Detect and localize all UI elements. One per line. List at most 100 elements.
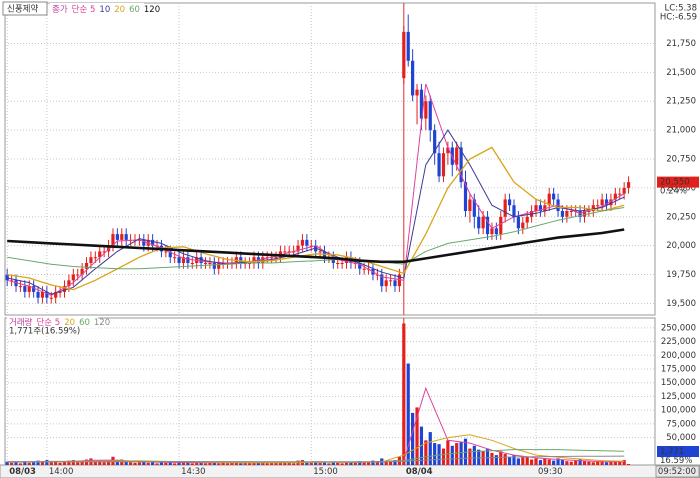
volume-info: 1,771주(16.59%) bbox=[9, 327, 80, 337]
candle-body bbox=[93, 257, 97, 259]
y-tick-label: 21,000 bbox=[666, 126, 696, 136]
volume-bar bbox=[208, 462, 212, 465]
volume-bar bbox=[309, 462, 313, 465]
candle-body bbox=[212, 263, 216, 269]
volume-bar bbox=[93, 461, 97, 465]
volume-bar bbox=[543, 458, 547, 465]
volume-bar bbox=[186, 462, 190, 465]
candle-body bbox=[380, 274, 384, 287]
volume-bar bbox=[212, 461, 216, 465]
candle-body bbox=[622, 187, 626, 194]
volume-bar bbox=[62, 461, 67, 465]
x-tick-label: 08/04 bbox=[406, 467, 433, 477]
volume-bar bbox=[252, 462, 256, 465]
candle-body bbox=[565, 211, 569, 217]
candle-body bbox=[23, 286, 27, 292]
candle-body bbox=[600, 199, 604, 206]
candle-body bbox=[485, 216, 490, 235]
candle-body bbox=[512, 205, 516, 217]
volume-bar bbox=[388, 461, 393, 465]
candle-body bbox=[318, 251, 322, 253]
legend-entry: 120 bbox=[94, 318, 110, 328]
volume-bar bbox=[181, 462, 186, 465]
candle-body bbox=[239, 257, 243, 263]
candle-body bbox=[102, 251, 106, 253]
volume-bar bbox=[32, 462, 36, 465]
y-tick-label: 21,500 bbox=[666, 68, 696, 78]
y-tick-label: 21,250 bbox=[666, 97, 696, 107]
volume-tick-label: 200,000 bbox=[661, 351, 696, 361]
volume-bar bbox=[530, 459, 534, 465]
volume-bar bbox=[565, 461, 569, 465]
volume-bar bbox=[609, 461, 613, 465]
chart-title: 신풍제약 bbox=[7, 4, 38, 15]
volume-bar bbox=[393, 460, 397, 465]
hc-label: HC:-6.59 bbox=[660, 13, 697, 23]
volume-bar bbox=[485, 448, 490, 465]
volume-bar bbox=[596, 461, 600, 465]
volume-bar bbox=[14, 462, 18, 465]
volume-bar bbox=[115, 460, 119, 465]
candle-body bbox=[89, 257, 93, 263]
volume-bar bbox=[406, 363, 410, 465]
volume-bar bbox=[45, 460, 49, 465]
volume-bar bbox=[305, 462, 309, 465]
candle-body bbox=[314, 245, 318, 252]
volume-bar bbox=[552, 460, 556, 465]
legend-entry: 단순 5 bbox=[36, 317, 60, 328]
candle-body bbox=[67, 280, 71, 287]
legend-entry: 10 bbox=[99, 5, 110, 15]
candle-body bbox=[424, 101, 428, 119]
volume-bar bbox=[574, 460, 578, 465]
candle-body bbox=[111, 234, 115, 246]
candle-body bbox=[217, 263, 221, 269]
volume-bar bbox=[490, 452, 494, 465]
candle-body bbox=[5, 274, 9, 281]
candle-body bbox=[388, 280, 393, 282]
volume-bar bbox=[217, 463, 221, 465]
volume-bar bbox=[168, 462, 172, 465]
volume-bar bbox=[622, 460, 626, 465]
candle-body bbox=[14, 280, 18, 287]
candle-body bbox=[270, 257, 274, 259]
y-tick-label: 21,750 bbox=[666, 39, 696, 49]
legend-entry: 20 bbox=[64, 318, 75, 328]
y-tick-label: 19,750 bbox=[666, 270, 696, 280]
candle-body bbox=[406, 31, 410, 61]
candle-body bbox=[538, 205, 543, 211]
volume-bar bbox=[604, 462, 609, 465]
volume-bar bbox=[67, 460, 71, 465]
candle-body bbox=[569, 211, 573, 212]
volume-bar bbox=[195, 462, 199, 465]
last-volume-label: 1,771 bbox=[660, 447, 684, 457]
volume-bar bbox=[225, 463, 230, 465]
candle-body bbox=[362, 268, 366, 270]
volume-bar bbox=[507, 456, 512, 465]
volume-bar bbox=[292, 463, 296, 465]
volume-bar bbox=[261, 461, 265, 465]
candle-body bbox=[115, 234, 119, 240]
candle-body bbox=[203, 263, 208, 264]
candle-body bbox=[283, 251, 287, 253]
candle-body bbox=[446, 147, 450, 154]
volume-bar bbox=[613, 460, 617, 465]
volume-bar bbox=[155, 463, 159, 465]
legend-bg bbox=[7, 316, 99, 328]
volume-bar bbox=[560, 460, 565, 465]
volume-bar bbox=[221, 462, 225, 465]
candle-body bbox=[428, 101, 432, 131]
volume-bar bbox=[270, 462, 274, 465]
volume-bar bbox=[516, 458, 520, 465]
candle-body bbox=[393, 280, 397, 287]
legend-prefix: 종가 bbox=[52, 5, 68, 15]
candle-body bbox=[10, 280, 14, 282]
volume-bar bbox=[146, 462, 150, 465]
volume-bar bbox=[411, 412, 415, 465]
candle-body bbox=[274, 257, 278, 259]
candle-body bbox=[168, 251, 172, 258]
volume-bar bbox=[344, 461, 349, 465]
volume-bar bbox=[331, 462, 335, 465]
volume-bar bbox=[366, 461, 371, 465]
